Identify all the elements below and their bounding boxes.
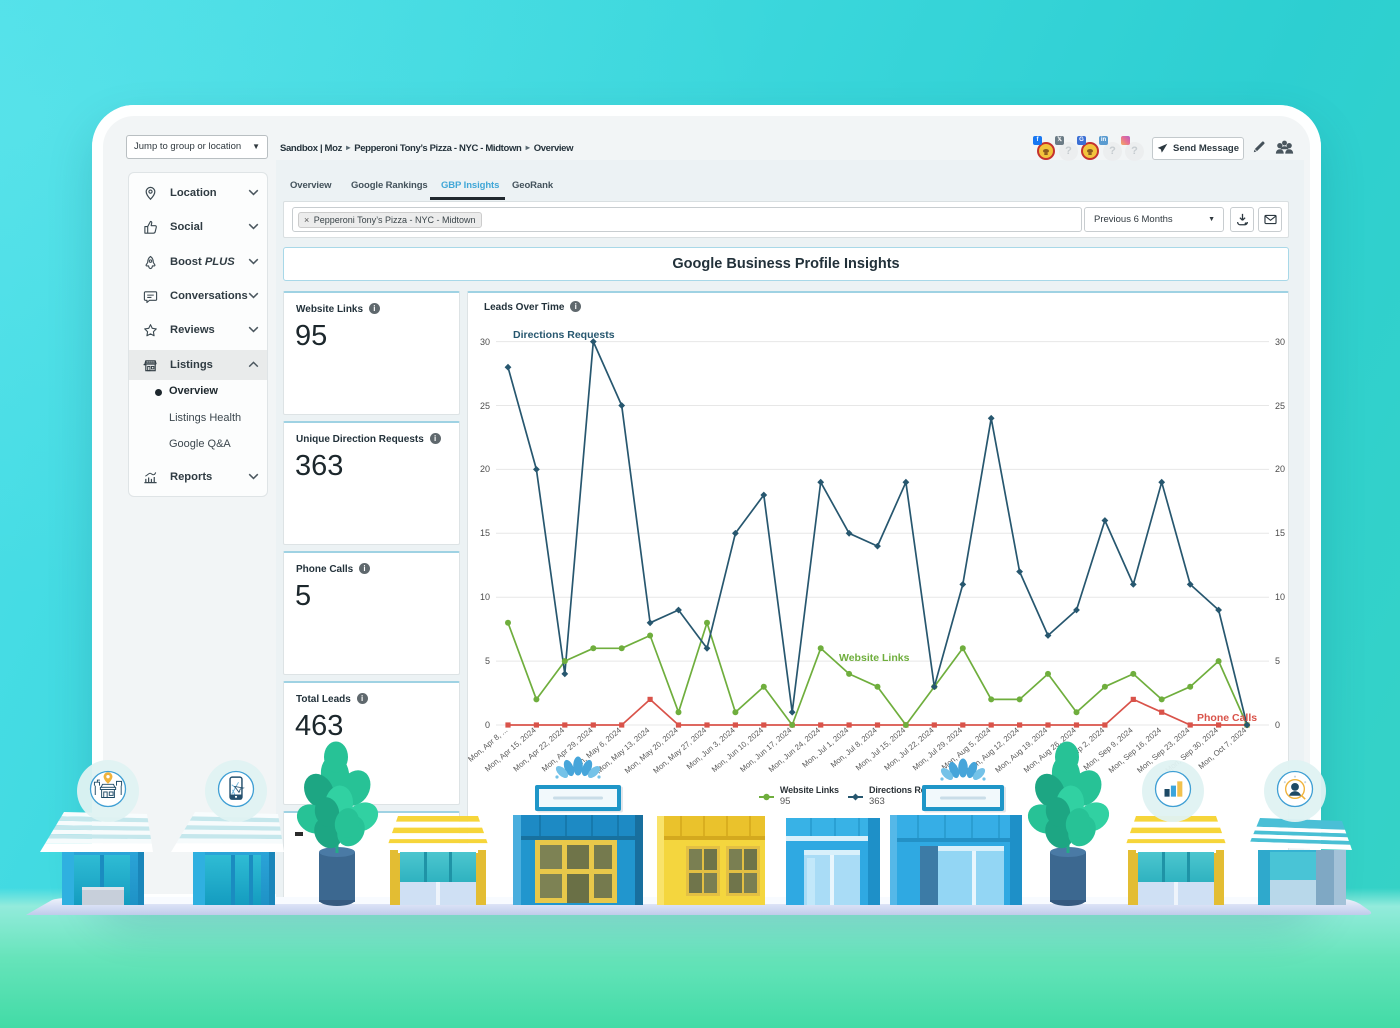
svg-text:20: 20 [1275, 464, 1285, 474]
svg-text:Website Links: Website Links [839, 652, 910, 664]
svg-text:30: 30 [1275, 337, 1285, 347]
svg-text:10: 10 [1275, 592, 1285, 602]
svg-text:25: 25 [1275, 401, 1285, 411]
svg-text:20: 20 [480, 464, 490, 474]
svg-text:0: 0 [485, 720, 490, 730]
svg-text:Directions Requests: Directions Requests [513, 329, 615, 341]
svg-text:15: 15 [1275, 528, 1285, 538]
svg-text:25: 25 [480, 401, 490, 411]
svg-text:5: 5 [1275, 656, 1280, 666]
svg-text:Phone Calls: Phone Calls [1197, 712, 1257, 724]
svg-text:5: 5 [485, 656, 490, 666]
svg-text:0: 0 [1275, 720, 1280, 730]
svg-text:30: 30 [480, 337, 490, 347]
svg-text:15: 15 [480, 528, 490, 538]
svg-text:10: 10 [480, 592, 490, 602]
